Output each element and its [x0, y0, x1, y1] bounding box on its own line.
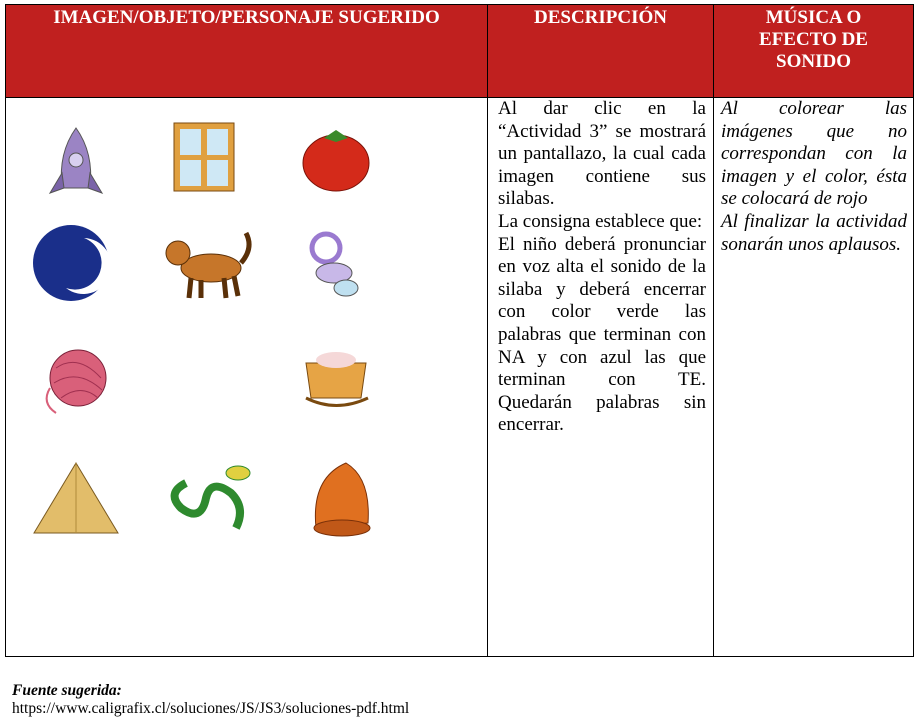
sound-cell: Al colorear las imágenes que no correspo…: [713, 97, 914, 657]
image-grid: [33, 122, 371, 537]
source: Fuente sugerida: https://www.caligrafix.…: [12, 682, 482, 718]
pacifier-icon: [309, 231, 359, 297]
yarn-icon: [45, 349, 107, 414]
sound-text: Al finalizar la actividad sonarán unos a…: [721, 210, 907, 255]
sound-text: Al colorear las imágenes que no correspo…: [721, 98, 907, 210]
bell-icon: [313, 462, 371, 537]
description-text: Al dar clic en la “Actividad 3” se mostr…: [498, 98, 706, 210]
header-text: MÚSICA O EFECTO DE SONIDO: [759, 7, 868, 72]
window-icon: [173, 122, 235, 192]
header-cell: MÚSICA O EFECTO DE SONIDO: [713, 4, 914, 98]
header-cell: DESCRIPCIÓN: [487, 4, 714, 98]
image-cell: Fuente sugerida: https://www.caligrafix.…: [5, 97, 488, 717]
snake-icon: [170, 465, 251, 530]
source-label: Fuente sugerida:: [12, 682, 122, 699]
page: IMAGEN/OBJETO/PERSONAJE SUGERIDO DESCRIP…: [5, 4, 914, 717]
cradle-icon: [305, 352, 369, 407]
pyramid-icon: [33, 462, 119, 534]
rocket-icon: [48, 127, 104, 194]
tomato-icon: [302, 130, 370, 192]
cat-icon: [165, 231, 252, 299]
description-cell: Al dar clic en la “Actividad 3” se mostr…: [487, 97, 714, 657]
header-cell: IMAGEN/OBJETO/PERSONAJE SUGERIDO: [5, 4, 488, 98]
description-text: La consigna establece que:: [498, 210, 703, 232]
moon-icon: [33, 225, 112, 301]
source-url: https://www.caligrafix.cl/soluciones/JS/…: [12, 700, 410, 717]
header-text: IMAGEN/OBJETO/PERSONAJE SUGERIDO: [53, 7, 440, 28]
description-text: El niño deberá pronunciar en voz alta el…: [498, 233, 706, 436]
header-text: DESCRIPCIÓN: [533, 7, 668, 28]
